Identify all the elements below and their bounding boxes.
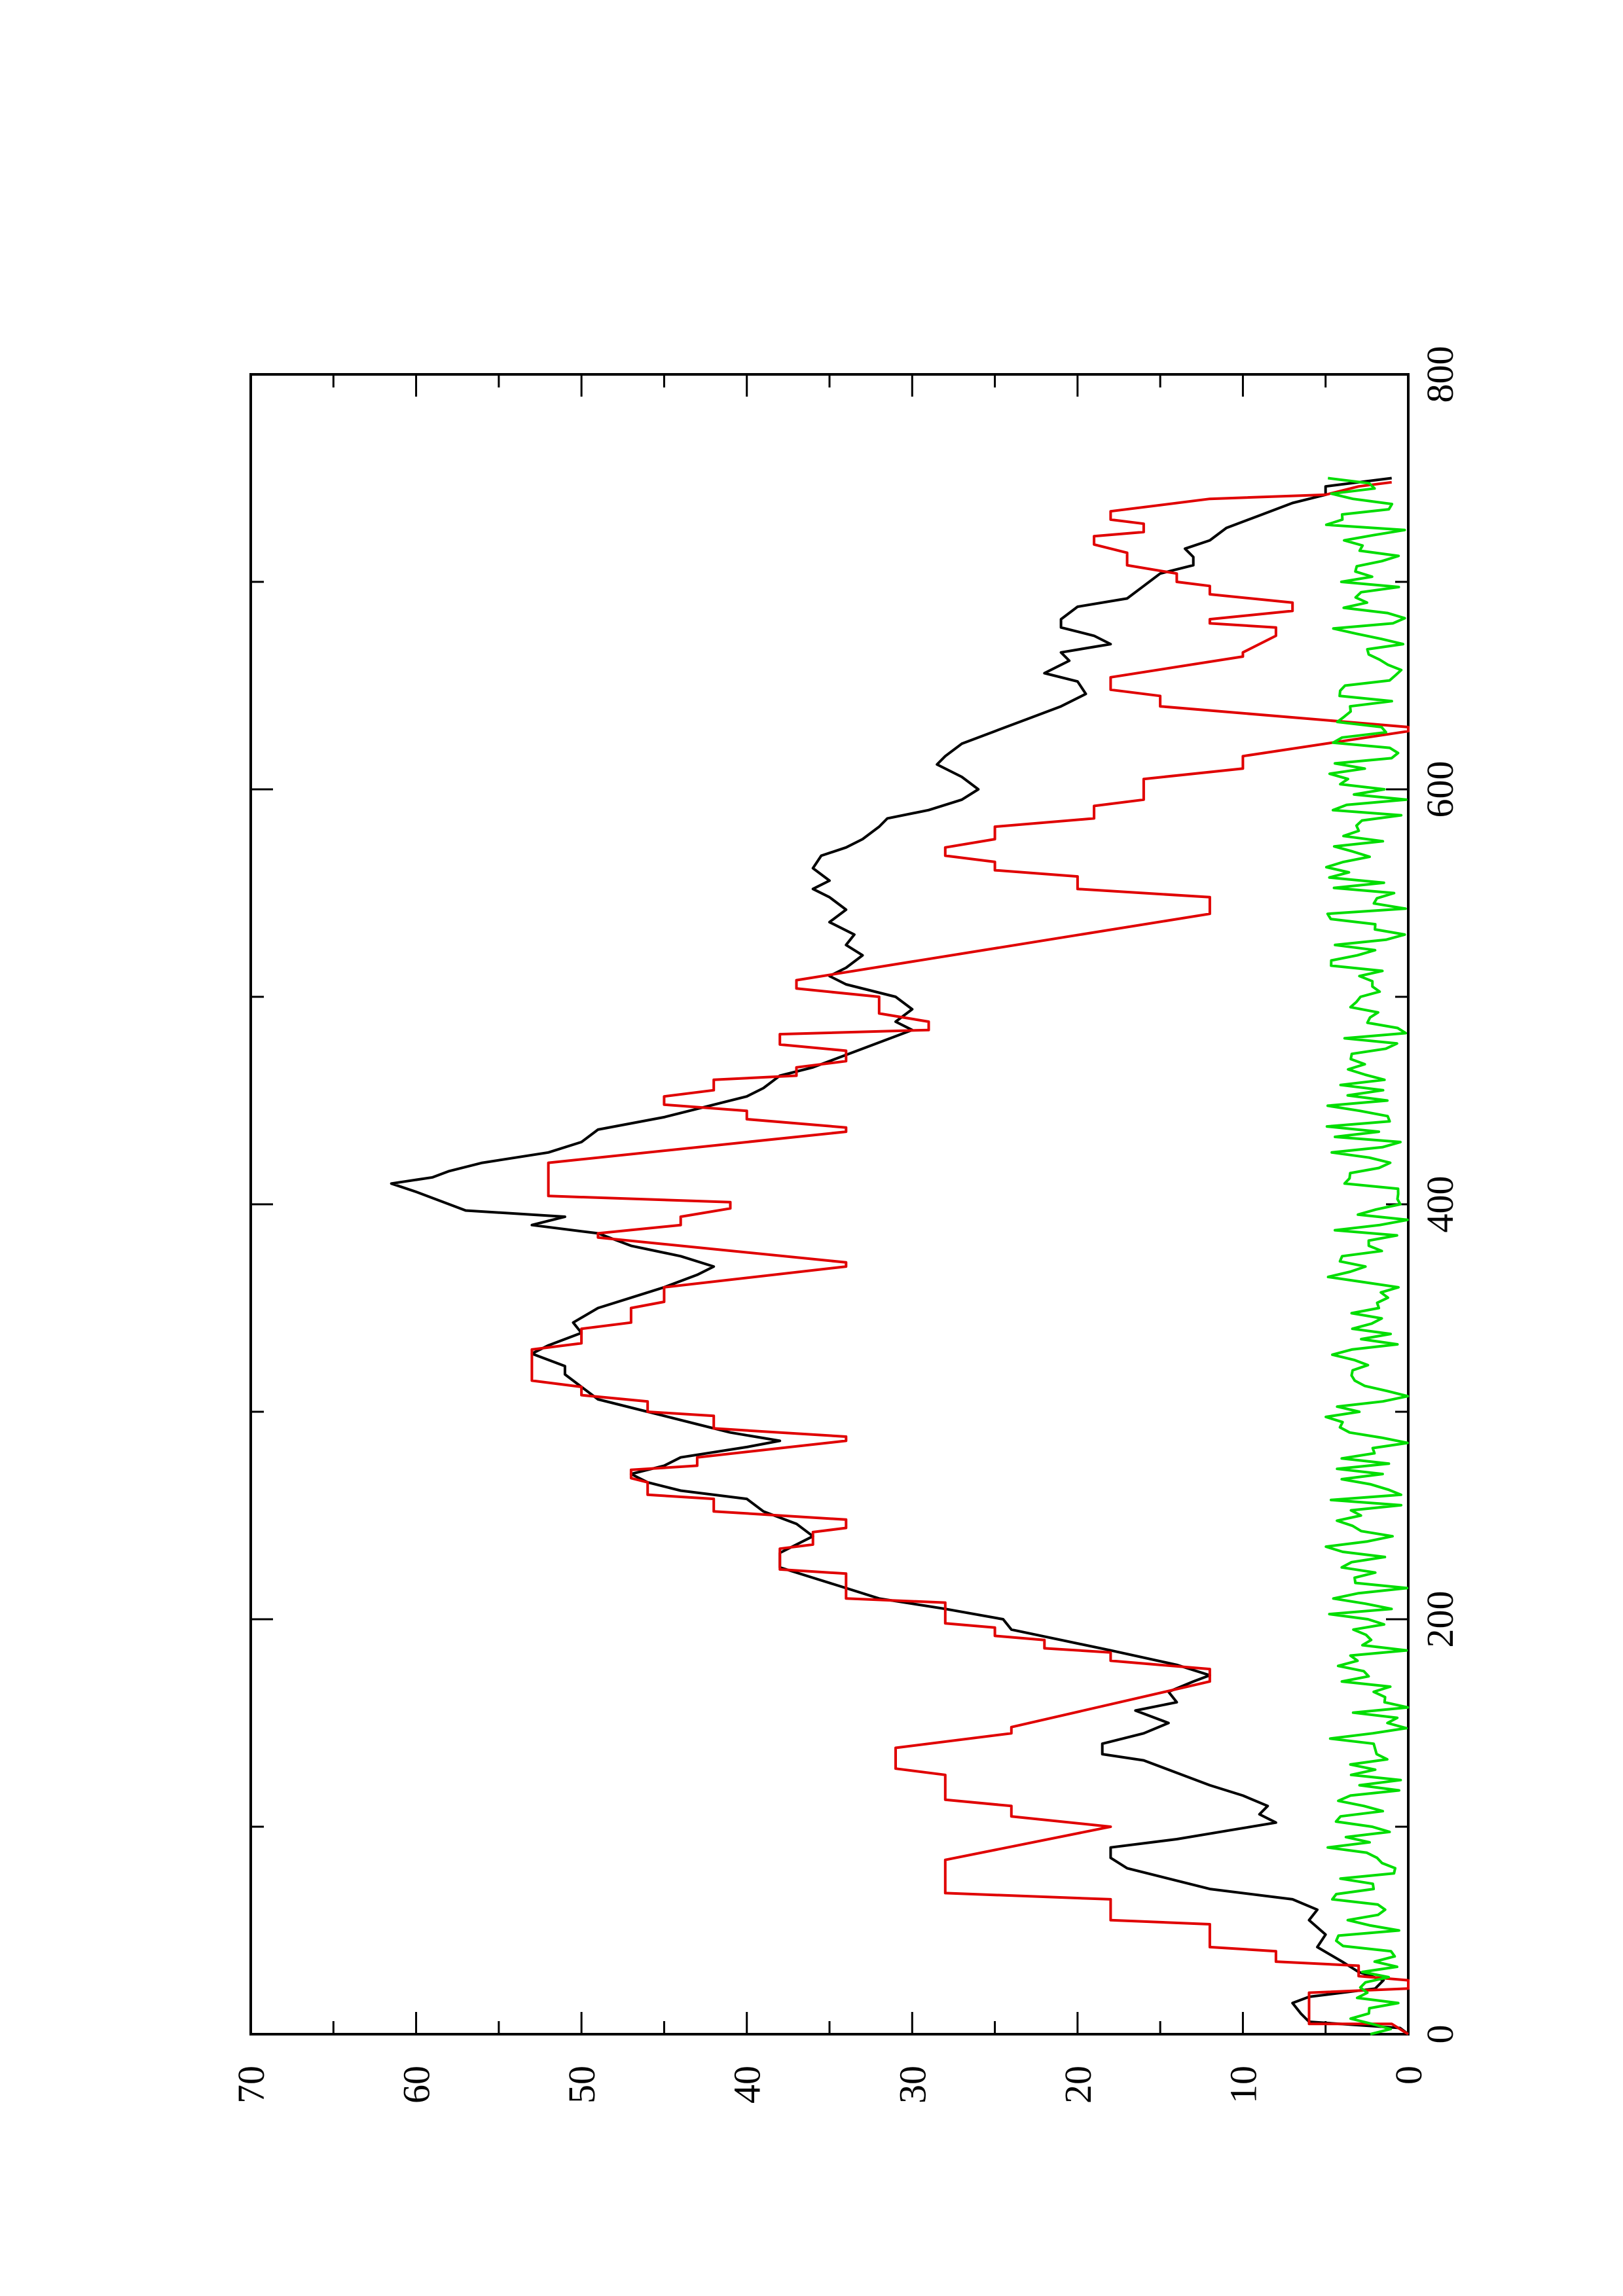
y-tick-label: 40 [726,2066,769,2104]
x-tick-label: 800 [1419,346,1461,403]
y-tick-label: 0 [1387,2066,1430,2085]
y-tick-label: 10 [1222,2066,1264,2104]
y-tick-label: 30 [891,2066,934,2104]
y-tick-label: 60 [395,2066,438,2104]
x-tick-label: 200 [1419,1591,1461,1648]
x-tick-label: 0 [1419,2025,1461,2044]
x-tick-label: 400 [1419,1176,1461,1233]
x-tick-label: 600 [1419,761,1461,818]
series-line-3 [1324,476,1410,2036]
plot-frame [249,373,1410,2036]
y-tick-label: 20 [1057,2066,1099,2104]
y-tick-label: 70 [230,2066,272,2104]
y-tick-label: 50 [560,2066,603,2104]
series-line-2 [530,480,1410,2036]
series-line-1 [390,476,1410,2036]
